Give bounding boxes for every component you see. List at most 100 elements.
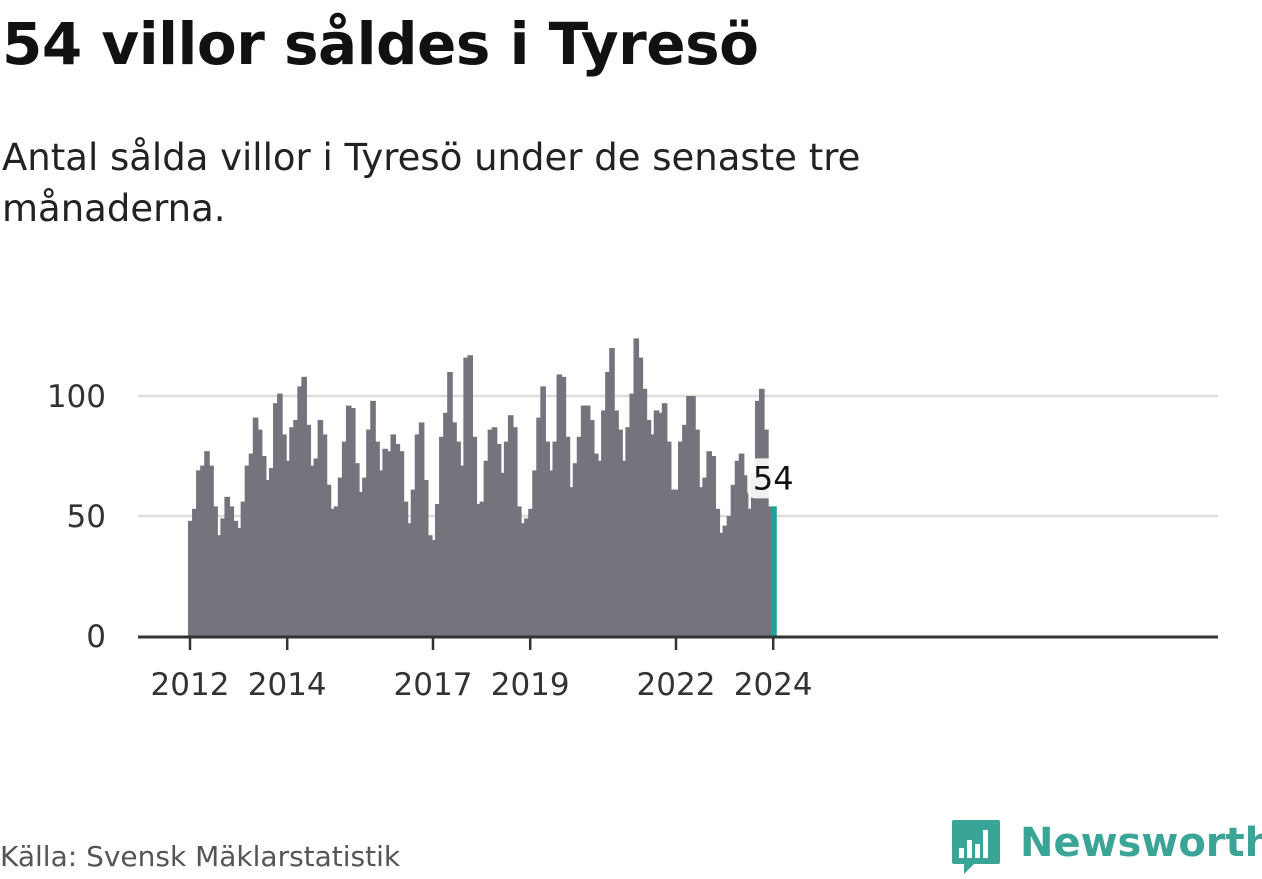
bar — [232, 520, 239, 636]
bar — [487, 429, 494, 636]
value-label-bg — [747, 458, 798, 499]
bar — [187, 520, 194, 636]
bar — [730, 484, 737, 636]
bar — [649, 434, 656, 636]
bar — [341, 441, 348, 636]
bar — [354, 463, 360, 636]
bar — [439, 436, 445, 636]
bar — [447, 372, 453, 636]
bar — [394, 444, 401, 636]
bar — [532, 470, 538, 636]
bar — [750, 472, 757, 636]
x-tick-label-2022: 2022 — [637, 667, 716, 703]
bar — [682, 424, 688, 636]
bar — [503, 441, 510, 636]
bar — [406, 523, 413, 636]
y-tick-label-50: 50 — [67, 499, 106, 535]
bar — [536, 417, 542, 636]
bar — [499, 472, 506, 636]
bar — [459, 465, 465, 636]
bar — [430, 540, 437, 636]
bar — [548, 470, 555, 636]
bar — [349, 408, 356, 636]
bar — [382, 448, 388, 636]
bar — [297, 386, 303, 636]
bar — [228, 506, 235, 636]
bar — [277, 393, 283, 636]
bar — [511, 427, 518, 636]
bar — [196, 470, 202, 636]
bar — [516, 506, 522, 636]
bar — [345, 405, 352, 636]
bar — [714, 508, 721, 636]
bar — [244, 465, 251, 636]
y-tick-label-0: 0 — [86, 619, 106, 655]
bar — [370, 400, 376, 636]
bar — [285, 460, 291, 636]
bar — [576, 436, 583, 636]
bar — [556, 374, 563, 636]
bar — [240, 501, 247, 636]
bar — [673, 489, 680, 636]
bar — [495, 444, 502, 636]
bar — [564, 436, 571, 636]
bar — [220, 518, 226, 636]
bar — [422, 480, 429, 636]
bar — [661, 403, 668, 636]
logo-icon — [952, 820, 1000, 874]
bar — [686, 396, 692, 636]
bar — [592, 453, 599, 636]
bar — [337, 477, 344, 636]
bar — [617, 429, 623, 636]
x-tick-label-2017: 2017 — [394, 667, 473, 703]
bar — [698, 487, 704, 636]
bar — [690, 396, 696, 636]
bar — [443, 412, 449, 636]
bar — [414, 434, 421, 636]
bar — [264, 480, 271, 636]
bar — [301, 376, 307, 636]
bar — [204, 451, 210, 636]
bar — [463, 357, 469, 636]
bar — [208, 465, 214, 636]
bar — [669, 489, 676, 636]
bar — [289, 427, 295, 636]
bar — [329, 508, 336, 636]
bar — [455, 441, 461, 636]
bar — [248, 453, 255, 636]
bar — [754, 400, 761, 636]
bar — [609, 348, 615, 636]
bar — [402, 501, 409, 636]
bar — [256, 429, 263, 636]
bar — [483, 460, 490, 636]
bar — [633, 338, 640, 636]
bar — [625, 427, 631, 636]
bar — [374, 441, 380, 636]
bar — [665, 441, 672, 636]
x-tick-label-2014: 2014 — [248, 667, 327, 703]
bar — [216, 535, 222, 636]
bar — [524, 518, 530, 636]
bar — [273, 403, 279, 636]
bar — [588, 420, 595, 636]
chart-subtitle: Antal sålda villor i Tyresö under de sen… — [2, 136, 861, 230]
bar — [572, 463, 579, 636]
source-note: Källa: Svensk Mäklarstatistik — [0, 840, 401, 873]
x-tick-label-2024: 2024 — [734, 667, 813, 703]
bars — [187, 338, 777, 636]
bar — [653, 410, 660, 636]
bar — [224, 496, 231, 636]
bar — [722, 525, 729, 636]
bar — [601, 410, 607, 636]
bar — [390, 434, 397, 636]
bar — [520, 523, 526, 636]
bar — [479, 501, 486, 636]
bar — [621, 460, 627, 636]
bar — [236, 528, 243, 636]
x-tick-label-2012: 2012 — [151, 667, 230, 703]
bar — [475, 504, 482, 636]
bar — [706, 451, 712, 636]
bar — [605, 372, 611, 636]
bar — [584, 405, 591, 636]
bar — [718, 532, 725, 636]
